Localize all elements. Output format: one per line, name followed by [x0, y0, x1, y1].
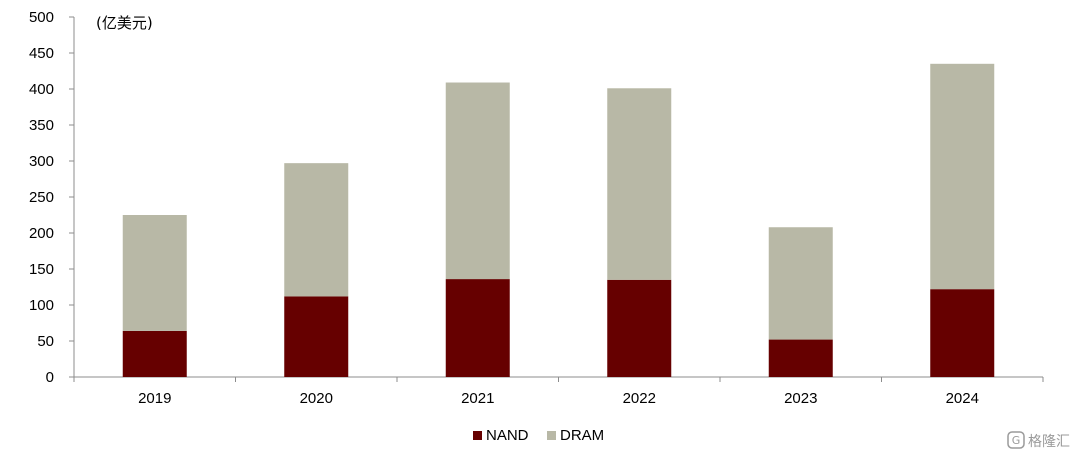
bar-dram-2020 — [284, 163, 349, 297]
legend-swatch-dram — [547, 431, 556, 440]
legend-label-nand: NAND — [486, 427, 529, 444]
bar-nand-2024 — [930, 289, 995, 377]
bar-dram-2019 — [122, 215, 187, 331]
y-tick-label: 450 — [29, 45, 54, 62]
bar-nand-2021 — [445, 279, 510, 377]
axes — [73, 17, 1043, 378]
bar-dram-2022 — [607, 88, 672, 280]
bar-nand-2023 — [768, 339, 833, 377]
bar-dram-2024 — [930, 63, 995, 290]
glh-logo-icon — [1007, 431, 1025, 449]
x-tick-label: 2023 — [784, 390, 817, 407]
bar-dram-2021 — [445, 82, 510, 280]
x-tick-label: 2019 — [138, 390, 171, 407]
y-tick-label: 250 — [29, 189, 54, 206]
unit-label: (亿美元) — [96, 14, 153, 32]
legend-swatch-nand — [473, 431, 482, 440]
y-tick-label: 500 — [29, 9, 54, 26]
y-tick-label: 100 — [29, 297, 54, 314]
y-tick-label: 150 — [29, 261, 54, 278]
bars — [122, 63, 995, 377]
bar-nand-2020 — [284, 296, 349, 377]
bar-dram-2023 — [768, 227, 833, 340]
x-axis-ticks: 2019 2020 2021 2022 2023 2024 — [73, 377, 1044, 407]
legend: NAND DRAM — [473, 427, 604, 444]
y-tick-label: 0 — [46, 369, 54, 386]
x-tick-label: 2022 — [623, 390, 656, 407]
glh-logo-icon-glyph: G — [1012, 434, 1021, 447]
watermark-text: 格隆汇 — [1028, 434, 1070, 450]
y-tick-label: 350 — [29, 117, 54, 134]
legend-label-dram: DRAM — [560, 427, 604, 444]
bar-nand-2019 — [122, 330, 187, 377]
y-tick-label: 50 — [37, 333, 54, 350]
x-tick-label: 2021 — [461, 390, 494, 407]
bar-nand-2022 — [607, 279, 672, 377]
y-tick-label: 400 — [29, 81, 54, 98]
y-axis-ticks: 0 50 100 150 200 250 300 350 400 450 500 — [29, 9, 74, 386]
watermark: G 格隆汇 — [1007, 431, 1070, 450]
x-tick-label: 2020 — [300, 390, 333, 407]
y-tick-label: 300 — [29, 153, 54, 170]
y-tick-label: 200 — [29, 225, 54, 242]
x-tick-label: 2024 — [946, 390, 979, 407]
